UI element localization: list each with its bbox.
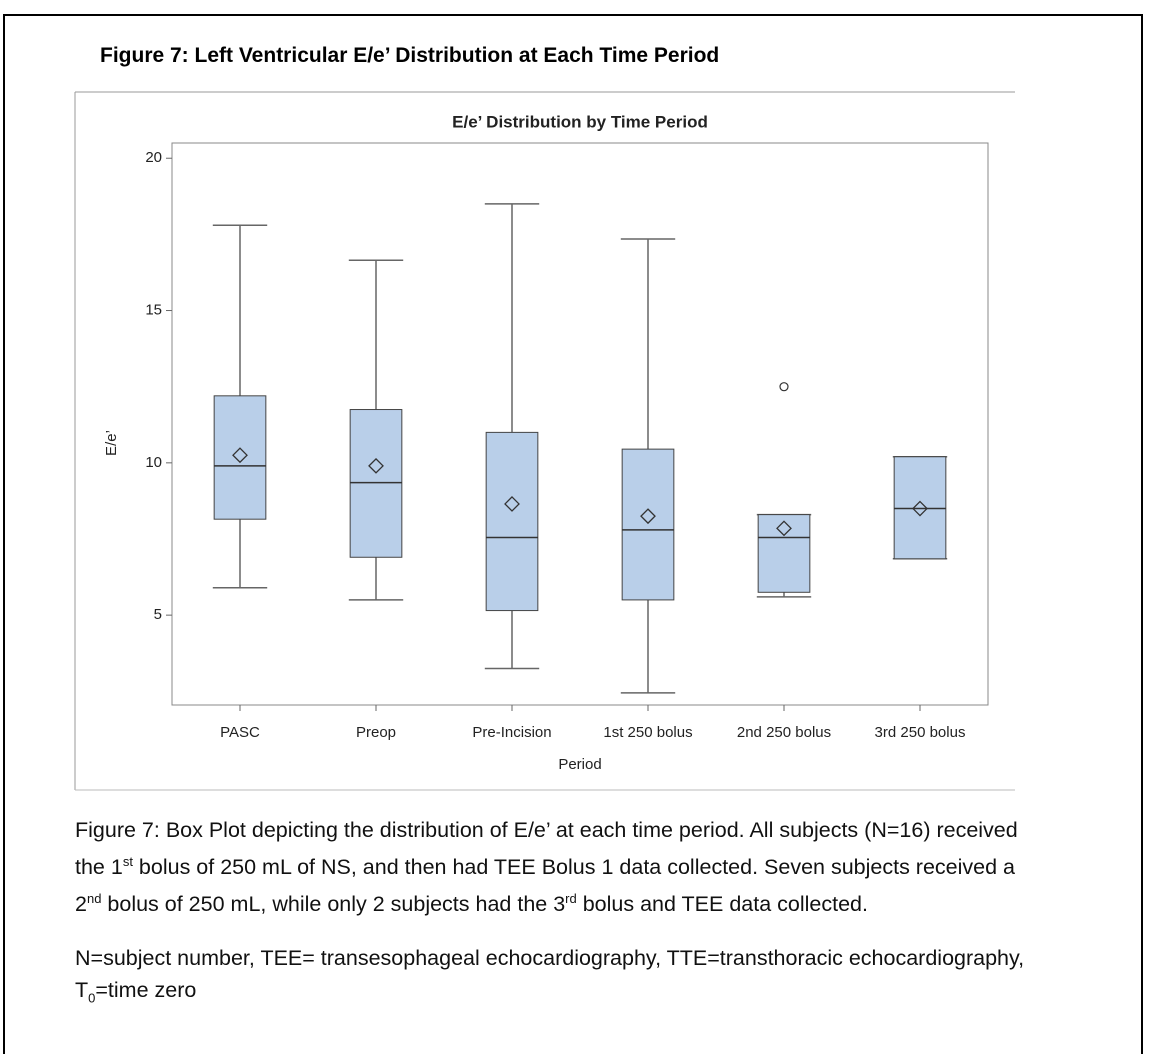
sub-text: 0 xyxy=(88,990,96,1006)
y-tick-label: 20 xyxy=(145,149,162,166)
x-tick-label: 2nd 250 bolus xyxy=(737,724,831,741)
mean-marker xyxy=(232,447,248,464)
footnote: N=subject number, TEE= transesophageal e… xyxy=(75,942,1035,1014)
mean-marker xyxy=(912,500,928,517)
sup-text: nd xyxy=(86,891,102,907)
caption: Figure 7: Box Plot depicting the distrib… xyxy=(75,814,1035,920)
box xyxy=(349,409,403,558)
x-tick-label: 1st 250 bolus xyxy=(603,724,692,741)
text-run: bolus of 250 mL, while only 2 subjects h… xyxy=(101,892,566,917)
box xyxy=(621,448,675,601)
sup-text: st xyxy=(122,854,133,869)
y-tick-label: 5 xyxy=(154,606,162,623)
sup-text: rd xyxy=(565,891,577,907)
x-tick-label: PASC xyxy=(220,724,260,741)
text-run: N=subject number, TEE= transesophageal e… xyxy=(75,946,1025,1002)
plot-frame xyxy=(171,142,989,706)
mean-marker xyxy=(504,496,520,512)
y-tick-label: 15 xyxy=(145,302,162,319)
text-run: =time zero xyxy=(95,978,197,1002)
box xyxy=(757,514,811,593)
x-axis-label: Period xyxy=(558,756,601,773)
mean-marker xyxy=(368,457,384,474)
text-run: bolus of 250 mL of NS, and then had TEE … xyxy=(75,855,1015,917)
x-tick-label: Pre-Incision xyxy=(472,724,551,741)
mean-marker xyxy=(776,520,792,537)
box xyxy=(213,395,267,520)
y-axis-label: E/e’ xyxy=(103,430,120,456)
chart-title: E/e’ Distribution by Time Period xyxy=(452,112,708,131)
box xyxy=(485,431,539,612)
y-tick-label: 10 xyxy=(145,454,162,471)
box xyxy=(893,456,947,560)
page-frame xyxy=(3,14,1143,1054)
x-tick-label: Preop xyxy=(356,724,396,741)
text-run: Figure 7: Box Plot depicting the distrib… xyxy=(75,818,1018,880)
mean-marker xyxy=(640,508,656,525)
text-run: bolus and TEE data collected. xyxy=(576,892,868,917)
x-tick-label: 3rd 250 bolus xyxy=(875,724,966,741)
figure-title: Figure 7: Left Ventricular E/e’ Distribu… xyxy=(100,44,720,67)
outlier xyxy=(779,382,789,392)
